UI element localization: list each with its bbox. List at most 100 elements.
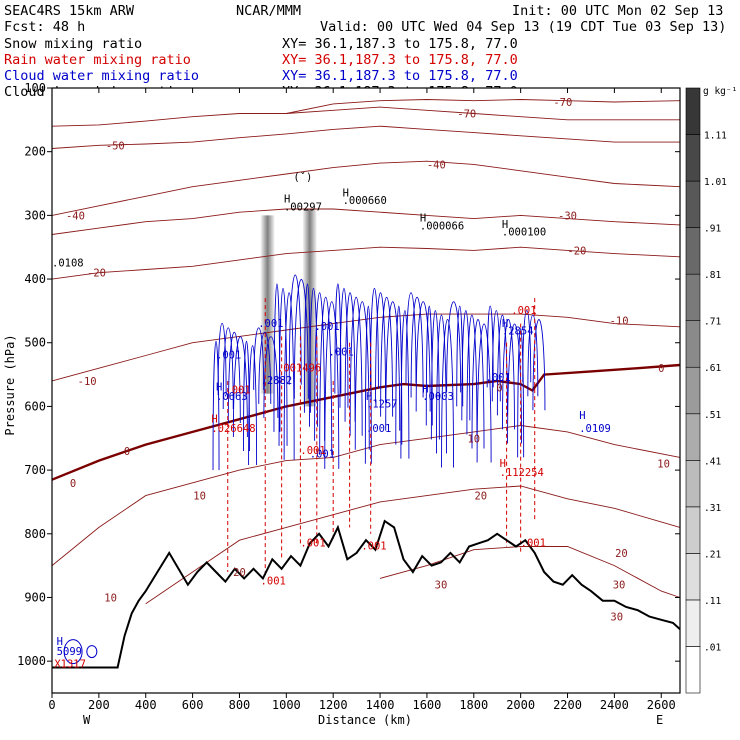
colorbar-swatch-11 xyxy=(685,134,701,182)
colorbar-swatch-4 xyxy=(685,460,701,508)
annotation-24: .001 xyxy=(366,423,391,435)
cloud-water-contour-21 xyxy=(339,288,349,408)
x-tick-label-7: 1400 xyxy=(366,698,395,712)
isotherm-label-23: 30 xyxy=(610,612,623,624)
x-tick-label-4: 800 xyxy=(229,698,251,712)
cloud-water-contour-41 xyxy=(461,310,471,421)
cloud-water-contour-19 xyxy=(324,301,340,469)
annotation-22: H xyxy=(422,383,428,395)
isotherm-3 xyxy=(51,160,681,216)
field-xy-0: XY= 36.1,187.3 to 175.8, 77.0 xyxy=(282,36,518,52)
cloud-water-contour-28 xyxy=(380,297,394,417)
valid-label: Valid: 00 UTC Wed 04 Sep 13 (19 CDT Tue … xyxy=(320,19,726,35)
isotherm-label-18: 20 xyxy=(233,567,246,579)
annotation-26: .0109 xyxy=(579,423,611,435)
annotation-34: .001 xyxy=(511,305,536,317)
annotation-25: H xyxy=(579,410,585,422)
cloud-water-contour-6 xyxy=(248,345,258,466)
colorbar-label-4: .41 xyxy=(704,456,721,467)
isotherm-label-0: -70 xyxy=(457,108,476,120)
isotherm-label-13: 0 xyxy=(70,478,76,490)
isotherm-label-22: 30 xyxy=(613,580,626,592)
annotation-4: H xyxy=(420,213,426,225)
isotherm-label-3: -40 xyxy=(66,210,85,222)
colorbar-swatch-3 xyxy=(685,506,701,554)
colorbar-swatch-8 xyxy=(685,273,701,321)
annotation-0: H xyxy=(284,194,290,206)
cloud-water-contour-53 xyxy=(532,319,546,411)
cloud-water-contour-16 xyxy=(309,287,318,427)
field-xy-1: XY= 36.1,187.3 to 175.8, 77.0 xyxy=(282,52,518,68)
cloud-water-contour-27 xyxy=(375,292,386,403)
plot-frame xyxy=(51,87,681,694)
isotherm-label-17: 10 xyxy=(104,592,117,604)
isotherm-1 xyxy=(51,106,680,127)
cloud-water-contour-4 xyxy=(232,336,248,437)
annotation-6: H xyxy=(502,219,508,231)
annotation-7: .000100 xyxy=(502,227,546,239)
cloud-water-contour-0 xyxy=(212,341,220,471)
cloud-water-contour-46 xyxy=(491,310,501,402)
x-tick-label-5: 1000 xyxy=(272,698,301,712)
x-tick-label-10: 2000 xyxy=(506,698,535,712)
annotation-3: .000660 xyxy=(343,195,387,207)
org-label: NCAR/MMM xyxy=(236,3,301,19)
x-tick-label-13: 2600 xyxy=(647,698,676,712)
isotherm-5 xyxy=(51,246,681,280)
field-label-1: Rain water mixing ratio xyxy=(4,52,191,68)
cloud-water-contour-36 xyxy=(430,310,440,440)
plot-area: -70 -70 -50 -40 -40 -30 -20 -20 -10 -10 0 0 0 0 10 10 10… xyxy=(51,87,681,694)
colorbar-swatch-10 xyxy=(685,180,701,228)
cloud-water-contour-24 xyxy=(354,301,370,450)
y-tick-label-2: 300 xyxy=(24,208,46,222)
isotherm-label-15: 10 xyxy=(467,433,480,445)
cloud-water-contour-48 xyxy=(502,319,515,430)
colorbar-label-1: .11 xyxy=(704,596,721,607)
isotherm-label-4: -40 xyxy=(427,159,446,171)
cloud-water-contour-38 xyxy=(441,319,454,468)
cloud-water-contour-17 xyxy=(314,292,326,441)
y-tick-label-0: 100 xyxy=(24,81,46,95)
colorbar-label-8: .81 xyxy=(704,270,721,281)
isotherm-label-8: -10 xyxy=(78,376,97,388)
x-tick-label-3: 600 xyxy=(182,698,204,712)
cloud-water-contour-22 xyxy=(344,292,356,422)
cloud-water-contour-33 xyxy=(410,297,424,398)
cloud-water-contour-coast xyxy=(63,639,83,665)
field-label-2: Cloud water mixing ratio xyxy=(4,68,199,84)
cloud-water-contour-18 xyxy=(319,297,333,455)
colorbar-swatch-7 xyxy=(685,320,701,368)
isotherm-8 xyxy=(145,485,681,605)
x-tick-label-1: 200 xyxy=(88,698,110,712)
x-tick-label-2: 400 xyxy=(135,698,157,712)
isotherm-6 xyxy=(51,313,681,382)
field-xy-2: XY= 36.1,187.3 to 175.8, 77.0 xyxy=(282,68,518,84)
colorbar-label-7: .71 xyxy=(704,317,721,328)
axes: Pressure (hPa) Distance (km) W E 0 200 400… xyxy=(3,81,680,727)
annotation-8: .0108 xyxy=(52,257,84,269)
annotation-15: .2854 xyxy=(502,325,534,337)
isotherm-label-19: 20 xyxy=(474,491,487,503)
annotation-31: H xyxy=(211,413,217,425)
colorbar-swatch-1 xyxy=(685,599,701,647)
x-tick-label-6: 1200 xyxy=(319,698,348,712)
y-tick-label-6: 700 xyxy=(24,463,46,477)
isotherm-label-20: 20 xyxy=(615,548,628,560)
x-tick-label-8: 1600 xyxy=(412,698,441,712)
cloud-water-contour-51 xyxy=(522,310,532,383)
annotation-39: .001 xyxy=(361,541,386,553)
colorbar-label-5: .51 xyxy=(704,410,721,421)
annotation-37: .001 xyxy=(300,445,325,457)
annotation-42: X1317 xyxy=(54,659,86,671)
y-tick-label-3: 400 xyxy=(24,272,46,286)
annotation-33: .001496 xyxy=(277,362,321,374)
annotation-32: .026648 xyxy=(211,423,255,435)
isotherm-9 xyxy=(379,546,681,598)
colorbar-label-3: .31 xyxy=(704,503,721,514)
colorbar-label-2: .21 xyxy=(704,549,721,560)
cloud-water-contour-2 xyxy=(222,327,234,409)
cloud-water-contour-12 xyxy=(283,292,295,460)
cloud-water-contour-32 xyxy=(405,292,417,384)
annotation-21: .1257 xyxy=(366,399,398,411)
y-tick-label-9: 1000 xyxy=(17,654,46,668)
